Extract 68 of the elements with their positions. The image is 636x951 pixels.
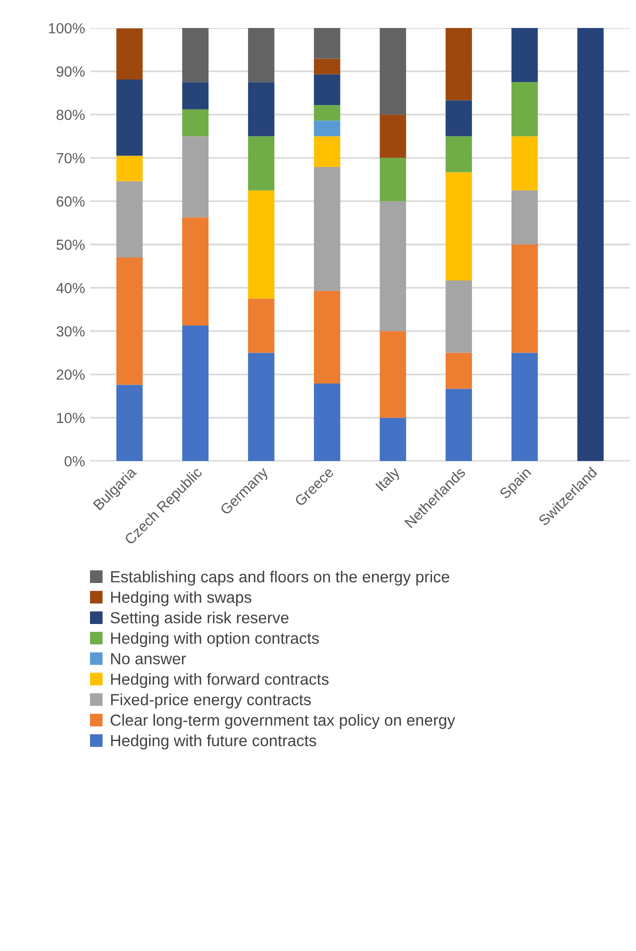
bar bbox=[511, 190, 538, 244]
bar bbox=[182, 325, 209, 461]
y-tick-label: 50% bbox=[56, 240, 85, 250]
bar bbox=[182, 28, 209, 82]
legend-label: Clear long-term government tax policy on energy bbox=[110, 714, 456, 729]
bar bbox=[314, 74, 340, 106]
bar bbox=[116, 384, 143, 461]
bar bbox=[446, 28, 472, 100]
bar bbox=[314, 58, 340, 74]
bar bbox=[511, 82, 538, 136]
y-tick-label: 60% bbox=[56, 196, 85, 207]
legend-label: Fixed-price energy contracts bbox=[111, 694, 311, 708]
bar bbox=[116, 80, 143, 156]
bar bbox=[380, 158, 406, 202]
legend-label: Hedging with option contracts bbox=[111, 632, 319, 648]
x-tick-label: Italy bbox=[374, 466, 403, 494]
bar bbox=[314, 290, 340, 384]
bar bbox=[314, 120, 340, 136]
bar bbox=[446, 388, 472, 461]
legend-label: Hedging with future contracts bbox=[111, 734, 316, 750]
bar bbox=[182, 217, 209, 326]
legend-label: No answer bbox=[111, 653, 186, 664]
legend-label: Establishing caps and floors on the energy price bbox=[111, 570, 450, 586]
bar bbox=[182, 109, 209, 136]
y-tick-label: 70% bbox=[56, 153, 85, 164]
y-tick-label: 100% bbox=[48, 23, 85, 34]
bar bbox=[248, 28, 274, 82]
y-tick-label: 40% bbox=[56, 282, 85, 294]
bar bbox=[511, 28, 538, 82]
bar bbox=[380, 114, 406, 158]
y-tick-label: 20% bbox=[56, 370, 85, 380]
bar bbox=[446, 136, 472, 172]
bar bbox=[248, 352, 274, 461]
y-tick-label: 90% bbox=[56, 66, 85, 77]
bar bbox=[314, 28, 340, 59]
bar bbox=[446, 352, 472, 389]
bar bbox=[116, 181, 143, 258]
bar bbox=[116, 28, 143, 80]
legend-label: Hedging with forward contracts bbox=[111, 673, 329, 688]
bar bbox=[577, 28, 604, 461]
bar bbox=[446, 100, 472, 136]
bar bbox=[248, 298, 274, 353]
y-tick-label: 10% bbox=[57, 412, 85, 424]
bar bbox=[380, 201, 406, 332]
legend-label: Setting aside risk reserve bbox=[110, 612, 288, 627]
bar bbox=[511, 244, 538, 353]
bar bbox=[380, 418, 406, 461]
bar bbox=[248, 190, 274, 299]
bar bbox=[116, 257, 143, 385]
bar bbox=[314, 383, 340, 461]
bar bbox=[314, 105, 340, 121]
y-tick-label: 30% bbox=[56, 326, 85, 337]
bar bbox=[511, 136, 538, 190]
bar bbox=[380, 28, 406, 115]
bar bbox=[446, 280, 472, 353]
y-tick-label: 80% bbox=[56, 110, 85, 120]
bar bbox=[116, 156, 143, 182]
legend-label: Hedging with swaps bbox=[111, 591, 252, 606]
y-tick-label: 0% bbox=[64, 456, 85, 466]
bar bbox=[446, 172, 472, 280]
bar bbox=[314, 136, 340, 167]
bar bbox=[182, 136, 209, 218]
bar bbox=[182, 82, 209, 110]
bar bbox=[314, 166, 340, 291]
bar bbox=[248, 82, 274, 136]
bar bbox=[380, 331, 406, 418]
bar bbox=[511, 352, 538, 461]
bar bbox=[248, 136, 274, 190]
